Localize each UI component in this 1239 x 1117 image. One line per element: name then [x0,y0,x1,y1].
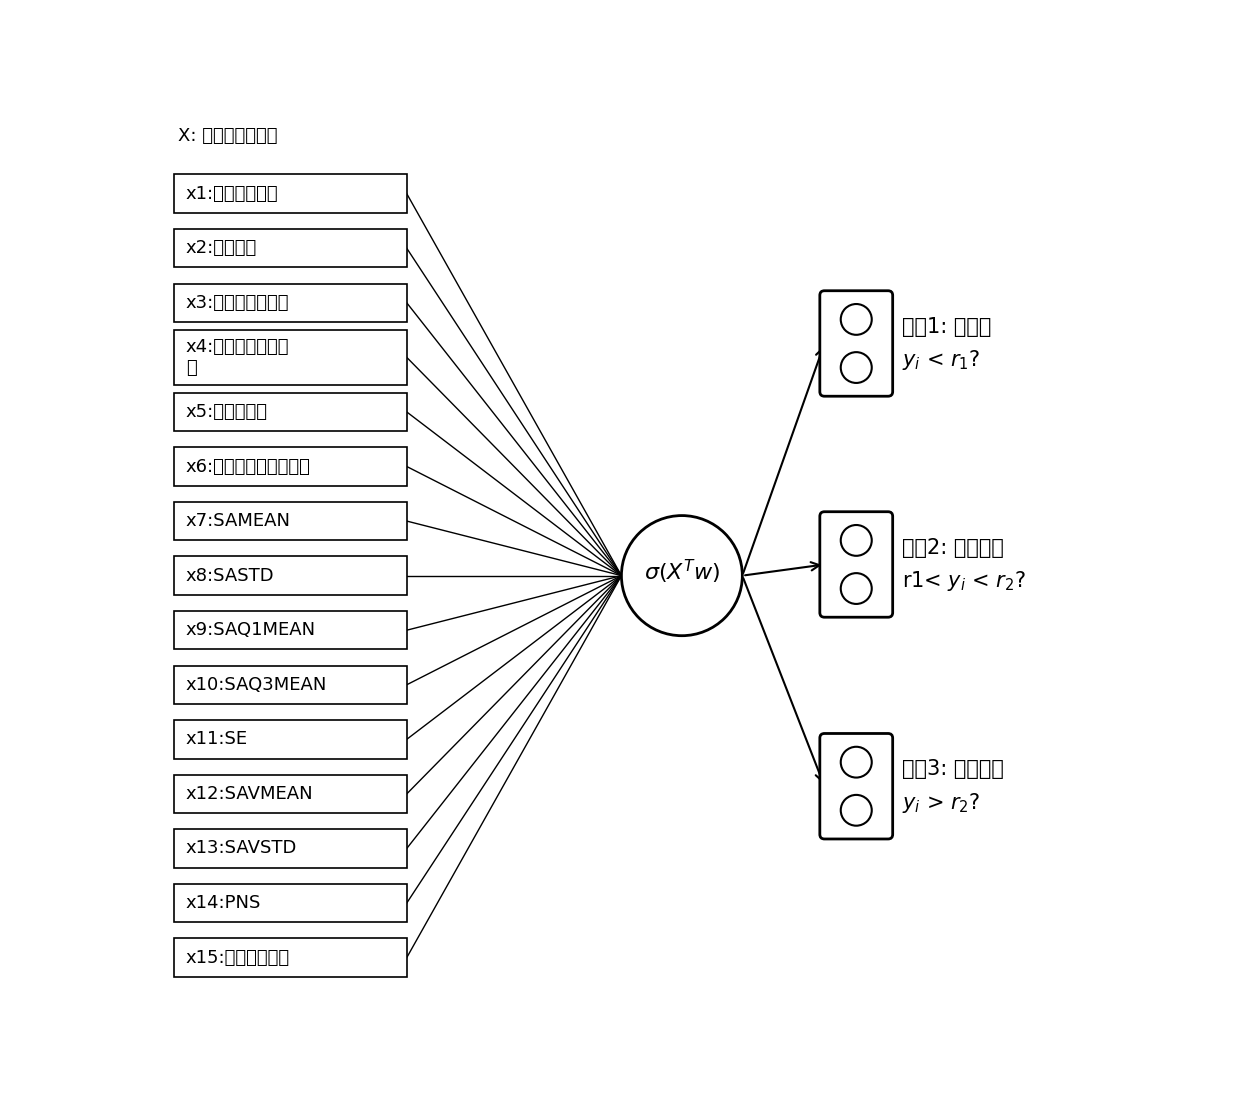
Circle shape [841,352,872,383]
Text: x11:SE: x11:SE [186,731,248,748]
FancyBboxPatch shape [175,829,406,868]
Text: X: 融合特征向量集: X: 融合特征向量集 [178,127,278,145]
FancyBboxPatch shape [175,611,406,649]
Circle shape [841,795,872,825]
Text: x10:SAQ3MEAN: x10:SAQ3MEAN [186,676,327,694]
Text: x9:SAQ1MEAN: x9:SAQ1MEAN [186,621,316,639]
FancyBboxPatch shape [175,393,406,431]
Circle shape [841,573,872,604]
FancyBboxPatch shape [175,229,406,267]
Text: x14:PNS: x14:PNS [186,894,261,913]
FancyBboxPatch shape [175,447,406,486]
Text: x6:嘴部张开时间百分比: x6:嘴部张开时间百分比 [186,458,311,476]
FancyBboxPatch shape [175,775,406,813]
Text: x2:眨眼频率: x2:眨眼频率 [186,239,258,257]
Circle shape [622,516,742,636]
Text: x3:闭眼时间百分比: x3:闭眼时间百分比 [186,294,290,312]
Text: x7:SAMEAN: x7:SAMEAN [186,512,291,531]
Text: 任务1: 非疲驾: 任务1: 非疲驾 [902,316,991,336]
FancyBboxPatch shape [175,174,406,213]
Text: x15:累计行驶时长: x15:累计行驶时长 [186,948,290,966]
FancyBboxPatch shape [175,330,406,385]
FancyBboxPatch shape [175,284,406,322]
FancyBboxPatch shape [820,512,892,618]
Text: x8:SASTD: x8:SASTD [186,566,275,584]
Text: $\sigma(X^Tw)$: $\sigma(X^Tw)$ [643,557,720,586]
Text: 任务2: 轻度疲驾: 任务2: 轻度疲驾 [902,537,1004,557]
FancyBboxPatch shape [820,290,892,397]
Circle shape [841,747,872,777]
Text: $y_i$ > $r_2$?: $y_i$ > $r_2$? [902,791,980,815]
Text: 任务3: 重度疲驾: 任务3: 重度疲驾 [902,760,1004,780]
FancyBboxPatch shape [175,556,406,595]
FancyBboxPatch shape [175,720,406,758]
Text: $y_i$ < $r_1$?: $y_i$ < $r_1$? [902,349,980,372]
Text: x4:最长嘴部张开时
间: x4:最长嘴部张开时 间 [186,338,290,376]
Text: x1:最长闭眼时间: x1:最长闭眼时间 [186,184,279,202]
Text: x12:SAVMEAN: x12:SAVMEAN [186,785,313,803]
Text: x5:打哈欠频率: x5:打哈欠频率 [186,403,268,421]
FancyBboxPatch shape [175,938,406,977]
Circle shape [841,304,872,335]
Circle shape [841,525,872,556]
Text: x13:SAVSTD: x13:SAVSTD [186,840,297,858]
FancyBboxPatch shape [820,734,892,839]
FancyBboxPatch shape [175,502,406,541]
Text: r1< $y_i$ < $r_2$?: r1< $y_i$ < $r_2$? [902,570,1026,593]
FancyBboxPatch shape [175,884,406,923]
FancyBboxPatch shape [175,666,406,704]
